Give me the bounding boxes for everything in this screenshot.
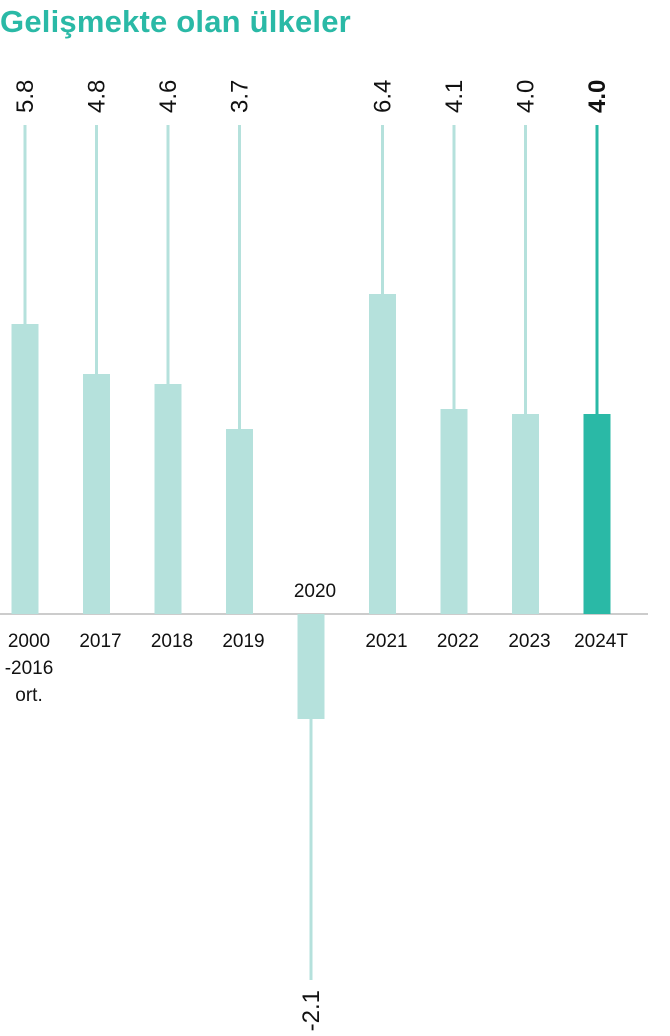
- bar-group-5: 6.4 2021: [365, 80, 407, 652]
- tick-label: 2022: [437, 631, 479, 652]
- data-label: 5.8: [12, 80, 39, 113]
- bar: [154, 384, 182, 614]
- data-label: 4.0: [584, 80, 611, 113]
- tick-label: 2000: [8, 631, 50, 652]
- data-label: 4.0: [513, 80, 540, 113]
- bar: [512, 414, 539, 614]
- bar-group-8: 4.0 2024T: [574, 80, 628, 652]
- bar: [369, 294, 396, 614]
- bar-group-7: 4.0 2023: [508, 80, 550, 652]
- bar-group-3: 3.7 2019: [222, 80, 264, 652]
- tick-label: 2018: [151, 631, 193, 652]
- bar: [297, 614, 325, 719]
- bar: [83, 374, 110, 614]
- tick-label: 2021: [365, 631, 407, 652]
- bar: [583, 414, 611, 614]
- tick-label: 2024T: [574, 631, 628, 652]
- bar: [226, 429, 253, 614]
- bar-group-6: 4.1 2022: [437, 80, 479, 652]
- bar: [440, 409, 468, 614]
- data-label: -2.1: [298, 990, 325, 1031]
- data-label: 4.8: [84, 80, 111, 113]
- bar-group-1: 4.8 2017: [79, 80, 121, 652]
- data-label: 3.7: [227, 80, 254, 113]
- bar-group-2: 4.6 2018: [151, 80, 193, 652]
- tick-label: 2023: [508, 631, 550, 652]
- bar: [11, 324, 39, 614]
- data-label: 6.4: [370, 80, 397, 113]
- tick-label: 2020: [294, 581, 336, 602]
- chart-title: Gelişmekte olan ülkeler: [0, 4, 351, 39]
- tick-label: 2019: [222, 631, 264, 652]
- tick-label: 2017: [79, 631, 121, 652]
- bar-group-4: -2.1 2020: [294, 581, 336, 1031]
- tick-label: -2016: [5, 658, 54, 679]
- data-label: 4.1: [441, 80, 468, 113]
- data-label: 4.6: [155, 80, 182, 113]
- bar-group-0: 5.8 2000 -2016 ort.: [5, 80, 54, 706]
- tick-label: ort.: [15, 685, 42, 706]
